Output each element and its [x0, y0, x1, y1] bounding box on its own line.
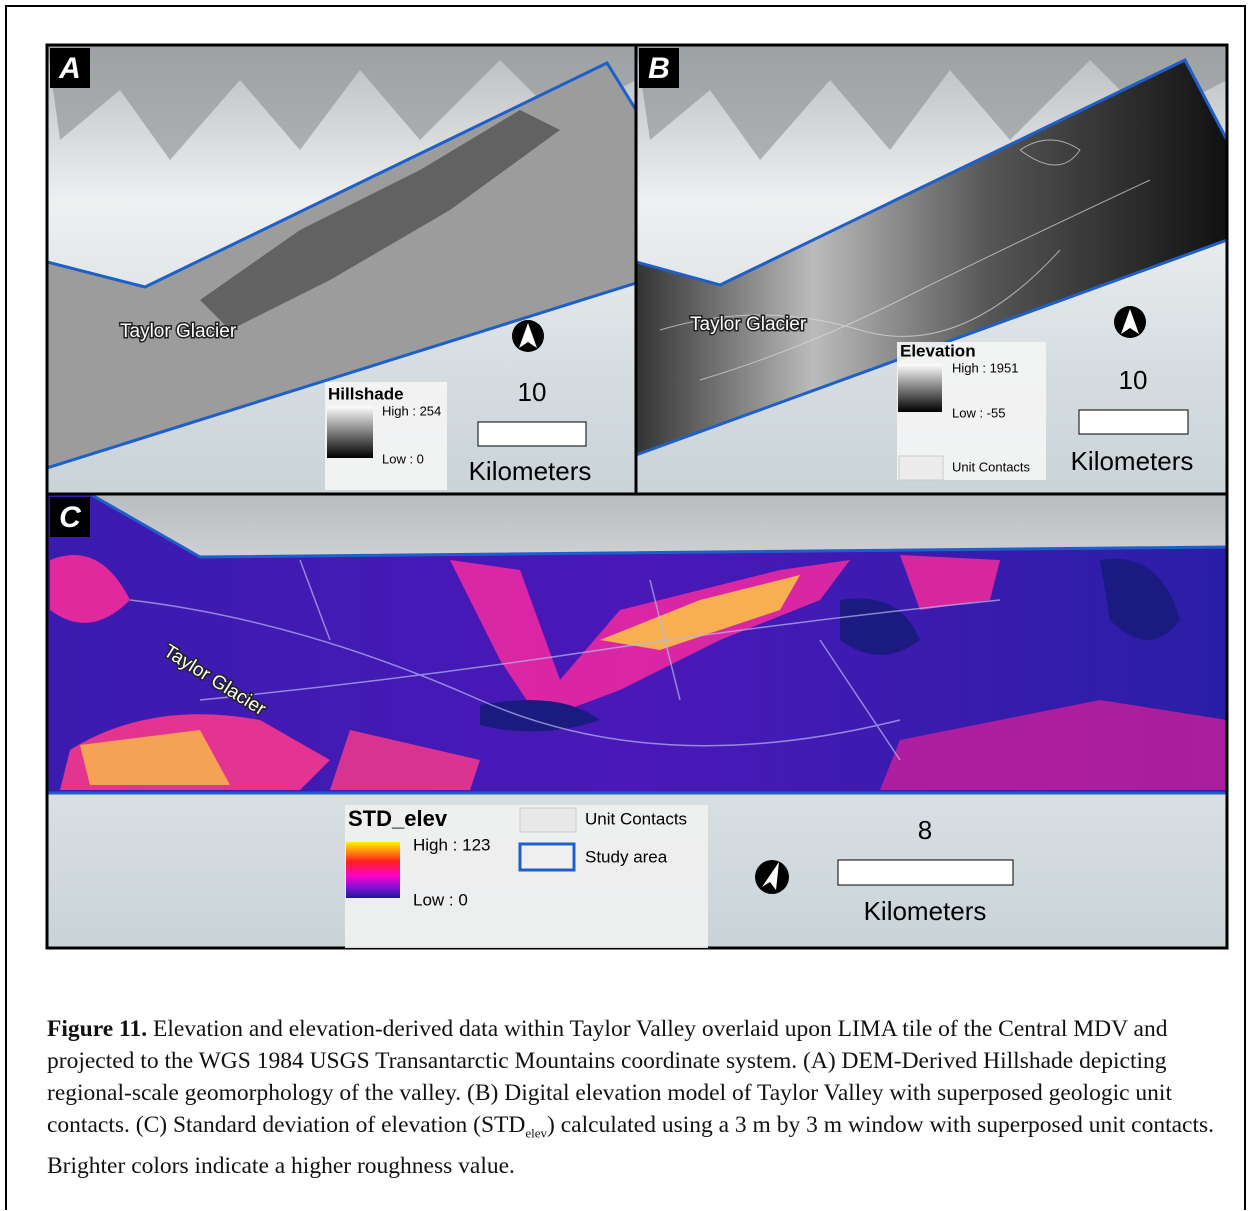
legend-high: High : 254 — [382, 403, 441, 418]
legend-low: Low : 0 — [382, 451, 424, 466]
legend-title: Hillshade — [328, 384, 404, 403]
caption: Figure 11. Elevation and elevation-deriv… — [47, 1013, 1222, 1182]
scale-bar — [478, 422, 586, 446]
legend-ramp — [346, 842, 400, 898]
legend-title: STD_elev — [348, 806, 448, 831]
scale-bar — [1079, 410, 1188, 434]
scale-unit: Kilometers — [469, 456, 592, 486]
legend-ramp — [327, 406, 373, 458]
legend-study-area-swatch — [520, 844, 574, 870]
panel-letter: B — [648, 52, 670, 85]
legend-contacts: Unit Contacts — [585, 809, 687, 828]
caption-subscript: elev — [525, 1126, 547, 1141]
scale-unit: Kilometers — [1071, 446, 1194, 476]
legend-low: Low : -55 — [952, 405, 1005, 420]
legend-high: High : 123 — [413, 835, 491, 854]
caption-label: Figure 11. — [47, 1016, 147, 1042]
legend-study-area: Study area — [585, 847, 668, 866]
page: {"figure": {"panels": [ {"label": "A", "… — [0, 0, 1253, 1211]
scale-distance: 8 — [918, 815, 932, 845]
panel-letter: A — [58, 52, 81, 85]
legend-high: High : 1951 — [952, 360, 1019, 375]
scale-distance: 10 — [518, 377, 547, 407]
panel-letter: C — [59, 501, 82, 534]
figure: A B C Taylor Glacier Taylor Glacier Tayl… — [0, 0, 1253, 1000]
scale-distance: 10 — [1119, 365, 1148, 395]
place-label: Taylor Glacier — [120, 321, 237, 342]
legend-contacts-swatch — [520, 808, 576, 832]
scale-unit: Kilometers — [864, 896, 987, 926]
legend-ramp — [898, 364, 942, 412]
legend-title: Elevation — [900, 341, 976, 360]
legend-contacts: Unit Contacts — [952, 459, 1031, 474]
legend-low: Low : 0 — [413, 890, 468, 909]
scale-bar — [838, 860, 1013, 885]
legend-contacts-swatch — [899, 456, 943, 480]
place-label: Taylor Glacier — [690, 314, 807, 335]
